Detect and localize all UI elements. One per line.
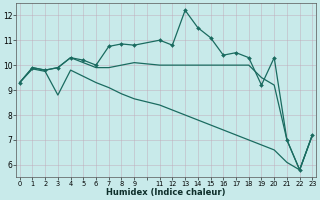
X-axis label: Humidex (Indice chaleur): Humidex (Indice chaleur): [106, 188, 226, 197]
